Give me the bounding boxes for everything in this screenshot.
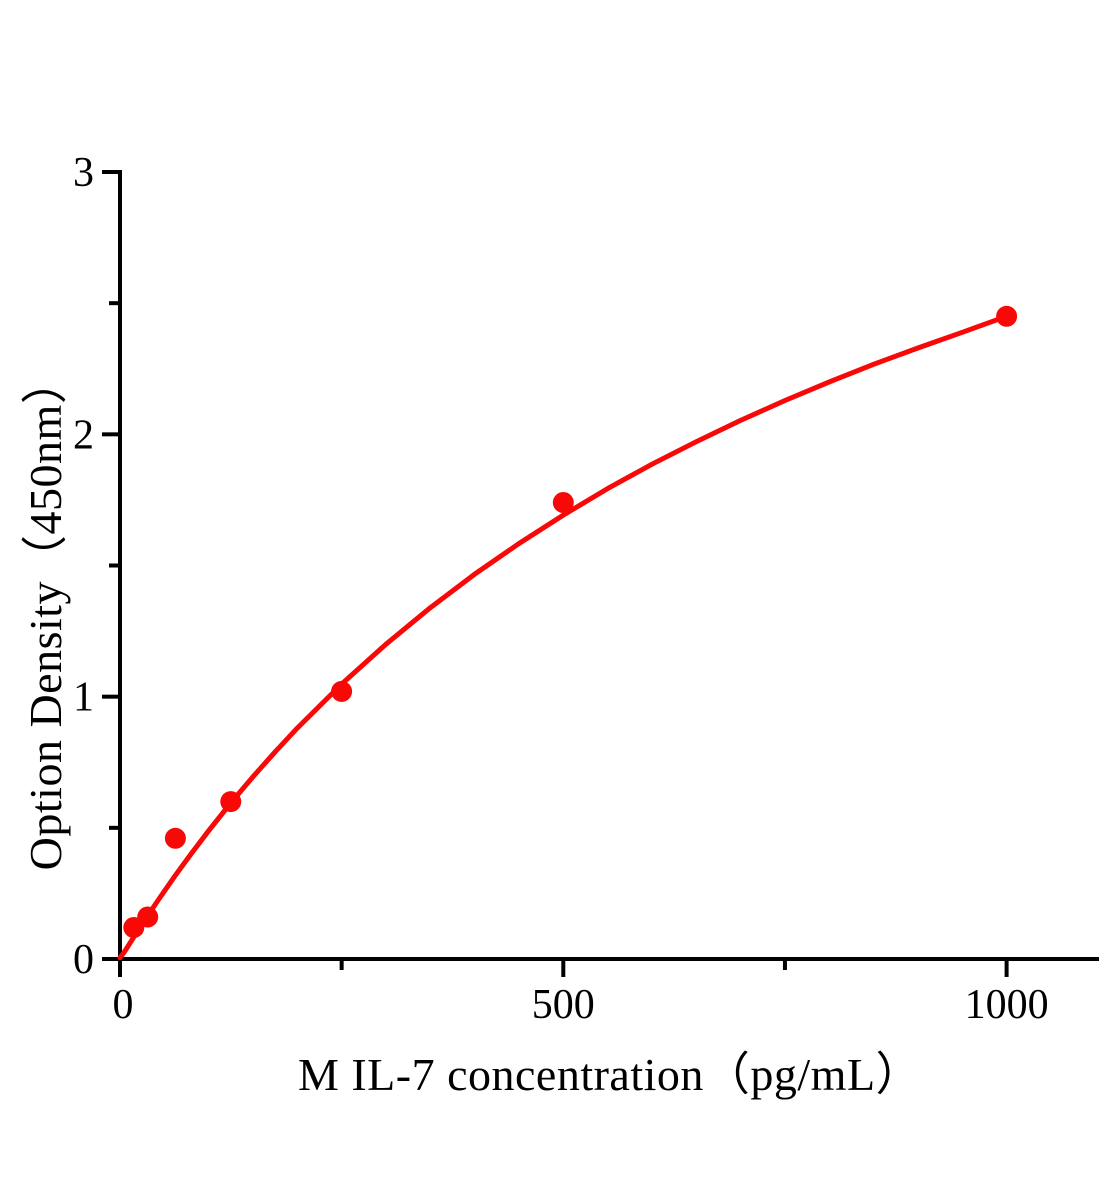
y-tick-label: 2: [73, 412, 94, 458]
y-axis-title: Option Density（450nm）: [20, 357, 71, 871]
data-point-marker: [220, 791, 242, 813]
x-tick-label: 500: [532, 982, 595, 1028]
data-point-marker: [164, 827, 186, 849]
axes: [118, 170, 1099, 961]
data-points: [123, 305, 1018, 938]
y-tick-label: 3: [73, 150, 94, 196]
data-point-marker: [137, 906, 159, 928]
fit-curve-path: [117, 313, 1010, 961]
x-tick-label: 0: [113, 982, 134, 1028]
x-tick-label: 1000: [965, 982, 1049, 1028]
fitted-curve: [117, 313, 1010, 961]
tick-labels: 0 1 2 3 0 500 1000: [73, 150, 1049, 1028]
axis-ticks: [102, 170, 1009, 977]
y-tick-label: 0: [73, 937, 94, 983]
y-tick-label: 1: [73, 675, 94, 721]
data-point-marker: [996, 305, 1018, 327]
data-point-marker: [331, 680, 353, 702]
x-axis-title: M IL-7 concentration（pg/mL）: [297, 1049, 923, 1100]
data-point-marker: [552, 492, 574, 513]
